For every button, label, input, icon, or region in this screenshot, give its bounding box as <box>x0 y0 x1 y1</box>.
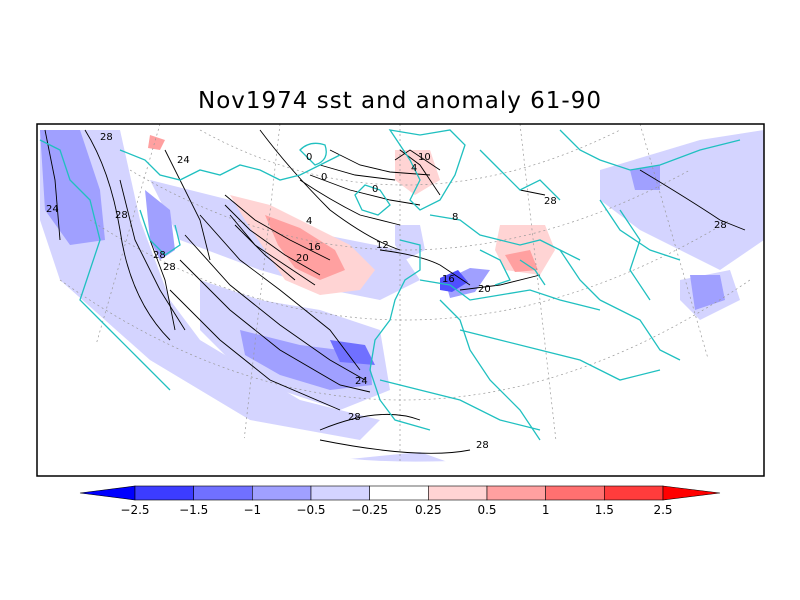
contour-label: 4 <box>306 216 312 227</box>
anomaly-area <box>690 275 725 310</box>
contour-label: 0 <box>372 184 378 195</box>
colorbar-tick-label: −0.25 <box>351 503 389 517</box>
contour-label: 12 <box>376 240 389 251</box>
contour-label: 24 <box>46 204 59 215</box>
map-frame <box>36 123 765 477</box>
contour-label: 24 <box>177 155 190 166</box>
sst-contours <box>44 129 746 454</box>
contour-label: 28 <box>348 412 361 423</box>
colorbar <box>79 485 721 501</box>
colorbar-tick-label: 1.5 <box>594 503 614 517</box>
contour-labels: 28 24 24 28 28 28 0 0 0 4 4 8 10 12 16 2… <box>46 132 727 451</box>
contour-label: 0 <box>321 172 327 183</box>
contour-label: 28 <box>100 132 113 143</box>
contour-label: 0 <box>306 152 312 163</box>
colorbar-tick-label: 0.5 <box>477 503 497 517</box>
colorbar-swatch <box>134 485 194 501</box>
colorbar-swatch <box>428 485 488 501</box>
colorbar-tick-label: −1.5 <box>179 503 209 517</box>
colorbar-arrow-high <box>662 485 721 501</box>
colorbar-swatch <box>369 485 429 501</box>
anomaly-area <box>40 130 105 245</box>
colorbar-arrow-low <box>79 485 136 501</box>
anomaly-area <box>395 150 440 195</box>
anomaly-area <box>600 130 764 270</box>
colorbar-tick-label: −2.5 <box>120 503 150 517</box>
contour-label: 16 <box>308 242 321 253</box>
contour-label: 28 <box>163 262 176 273</box>
anomaly-area <box>40 130 380 440</box>
contour-label: 8 <box>452 212 458 223</box>
contour-label: 28 <box>476 440 489 451</box>
contour-label: 28 <box>714 220 727 231</box>
contour-label: 28 <box>153 250 166 261</box>
contour-label: 10 <box>418 152 431 163</box>
colorbar-tick-label: 1 <box>541 503 550 517</box>
colorbar-swatch <box>545 485 605 501</box>
colorbar-swatch <box>310 485 370 501</box>
contour-label: 4 <box>411 163 417 174</box>
colorbar-tick-label: −0.5 <box>296 503 326 517</box>
contour-label: 28 <box>115 210 128 221</box>
anomaly-area <box>340 452 470 462</box>
contour-label: 24 <box>355 376 368 387</box>
coastlines <box>39 129 741 441</box>
colorbar-swatch <box>193 485 253 501</box>
contour-label: 20 <box>478 284 491 295</box>
colorbar-tick-label: 2.5 <box>653 503 673 517</box>
anomaly-area <box>440 270 468 292</box>
colorbar-swatch <box>252 485 312 501</box>
contour-label: 28 <box>544 196 557 207</box>
colorbar-tick-label: −1 <box>243 503 262 517</box>
anomaly-area <box>240 330 372 390</box>
colorbar-swatch <box>604 485 664 501</box>
anomaly-area <box>630 165 660 190</box>
colorbar-tick-label: 0.25 <box>414 503 442 517</box>
contour-label: 16 <box>442 274 455 285</box>
colorbar-swatch <box>486 485 546 501</box>
map-title: Nov1974 sst and anomaly 61-90 <box>198 88 602 114</box>
contour-label: 20 <box>296 253 309 264</box>
anomaly-area <box>148 135 165 150</box>
graticule <box>59 124 751 462</box>
anomaly-area <box>330 340 375 365</box>
